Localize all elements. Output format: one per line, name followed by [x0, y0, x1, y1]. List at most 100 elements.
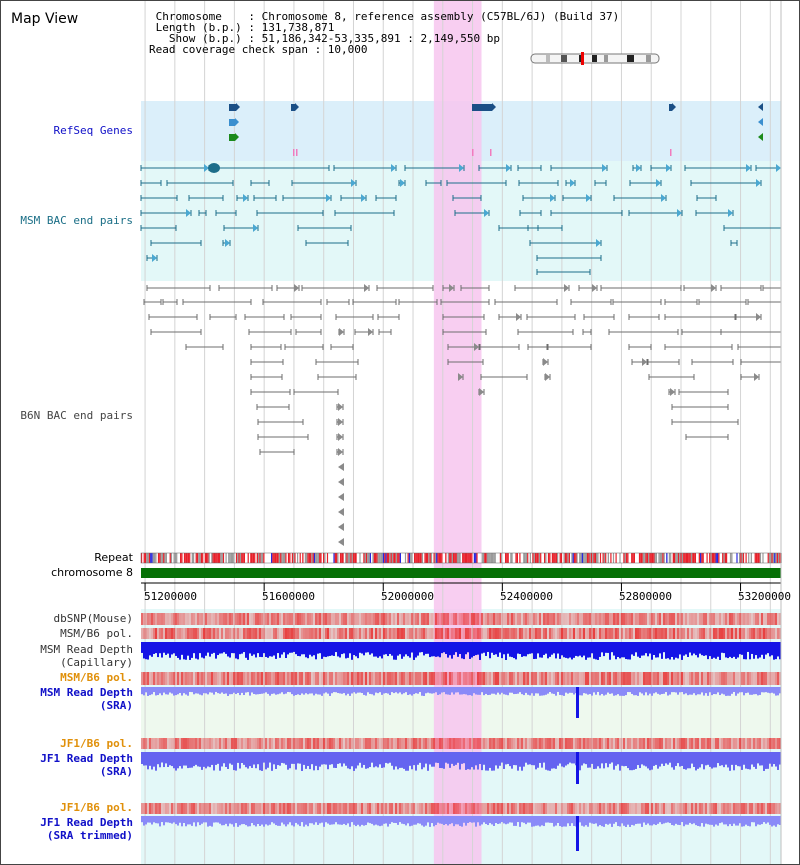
track-label-repeat[interactable]: Repeat — [94, 551, 133, 564]
track-label-msm-read-depth-sra[interactable]: MSM Read Depth — [40, 686, 133, 699]
polymorphism-cell — [161, 613, 163, 625]
read-depth-bar — [753, 642, 755, 659]
polymorphism-cell — [613, 672, 615, 685]
repeat-segment — [146, 553, 148, 563]
read-depth-bar — [683, 687, 685, 695]
repeat-segment — [254, 553, 256, 563]
read-depth-bar — [669, 816, 671, 824]
read-depth-bar — [171, 642, 173, 655]
read-depth-bar — [435, 752, 437, 763]
track-label-jf1-read-depth-trimmed[interactable]: JF1 Read Depth — [40, 816, 133, 829]
polymorphism-cell — [331, 628, 333, 639]
repeat-segment — [741, 553, 743, 563]
polymorphism-cell — [505, 672, 507, 685]
repeat-segment — [356, 553, 359, 563]
polymorphism-cell — [761, 672, 763, 685]
repeat-segment — [248, 553, 251, 563]
read-depth-bar — [565, 816, 567, 827]
read-depth-bar — [161, 687, 163, 696]
read-depth-bar — [451, 642, 453, 659]
track-label-chromosome[interactable]: chromosome 8 — [51, 566, 133, 579]
read-depth-bar — [561, 642, 563, 656]
polymorphism-cell — [691, 738, 693, 749]
polymorphism-cell — [281, 672, 283, 685]
bac-end-arrow — [458, 373, 463, 381]
read-depth-bar — [749, 642, 751, 660]
read-depth-bar — [541, 752, 543, 768]
read-depth-bar — [613, 752, 615, 770]
repeat-segment — [295, 553, 297, 563]
track-label-jf1-b6-pol[interactable]: JF1/B6 pol. — [60, 737, 133, 750]
read-depth-bar — [421, 816, 423, 826]
track-label-b6n-bac-end-pairs[interactable]: B6N BAC end pairs — [20, 409, 133, 422]
track-label-jf1-read-depth-sra[interactable]: JF1 Read Depth — [40, 752, 133, 765]
read-depth-bar — [655, 752, 657, 765]
bac-end-arrow — [670, 388, 675, 396]
polymorphism-cell — [659, 738, 661, 749]
read-depth-bar — [483, 642, 485, 653]
polymorphism-cell — [461, 738, 463, 749]
read-depth-bar — [291, 687, 293, 695]
polymorphism-cell — [193, 613, 195, 625]
polymorphism-cell — [745, 738, 747, 749]
polymorphism-cell — [567, 672, 569, 685]
polymorphism-cell — [693, 672, 695, 685]
polymorphism-cell — [159, 672, 161, 685]
read-depth-bar — [699, 687, 701, 695]
polymorphism-cell — [291, 738, 293, 749]
polymorphism-cell — [597, 628, 599, 639]
polymorphism-cell — [209, 803, 211, 814]
polymorphism-cell — [653, 613, 655, 625]
polymorphism-cell — [717, 803, 719, 814]
read-depth-bar — [479, 642, 481, 660]
repeat-segment — [761, 553, 763, 563]
read-depth-bar — [179, 687, 181, 694]
polymorphism-cell — [235, 738, 237, 749]
polymorphism-cell — [411, 672, 413, 685]
polymorphism-cell — [245, 613, 247, 625]
polymorphism-cell — [545, 803, 547, 814]
track-label-msm-bac-end-pairs[interactable]: MSM BAC end pairs — [20, 214, 133, 227]
repeat-segment — [640, 553, 642, 563]
polymorphism-cell — [147, 628, 149, 639]
polymorphism-cell — [553, 803, 555, 814]
read-depth-bar — [617, 816, 619, 827]
polymorphism-cell — [467, 613, 469, 625]
repeat-segment — [675, 553, 677, 563]
polymorphism-cell — [687, 738, 689, 749]
read-depth-bar — [327, 816, 329, 824]
polymorphism-cell — [519, 738, 521, 749]
read-depth-bar — [619, 687, 621, 696]
repeat-segment — [759, 553, 762, 563]
track-label-msm-b6-pol-2[interactable]: MSM/B6 pol. — [60, 671, 133, 684]
track-label-jf1-b6-pol-2[interactable]: JF1/B6 pol. — [60, 801, 133, 814]
read-depth-bar — [233, 687, 235, 693]
read-depth-bar — [349, 816, 351, 827]
read-depth-bar — [237, 752, 239, 763]
read-depth-bar — [621, 687, 623, 696]
polymorphism-cell — [411, 613, 413, 625]
polymorphism-cell — [431, 738, 433, 749]
track-label-dbsnp[interactable]: dbSNP(Mouse) — [53, 612, 133, 625]
read-depth-bar — [745, 687, 747, 694]
read-depth-bar — [649, 816, 651, 826]
polymorphism-cell — [467, 738, 469, 749]
polymorphism-cell — [573, 628, 575, 639]
track-label-msm-b6-pol[interactable]: MSM/B6 pol. — [60, 627, 133, 640]
track-label-msm-read-depth-capillary[interactable]: MSM Read Depth — [40, 643, 133, 656]
read-depth-bar — [323, 752, 325, 765]
repeat-segment — [776, 553, 778, 563]
polymorphism-cell — [421, 672, 423, 685]
read-depth-bar — [733, 816, 735, 824]
polymorphism-cell — [439, 613, 441, 625]
repeat-segment — [178, 553, 180, 563]
polymorphism-cell — [499, 803, 501, 814]
track-label-refseq-genes[interactable]: RefSeq Genes — [53, 124, 133, 137]
bac-end-arrow — [400, 179, 405, 187]
read-depth-bar — [333, 687, 335, 693]
repeat-segment — [416, 553, 418, 563]
repeat-segment — [711, 553, 713, 563]
polymorphism-cell — [343, 672, 345, 685]
read-depth-bar — [377, 687, 379, 694]
